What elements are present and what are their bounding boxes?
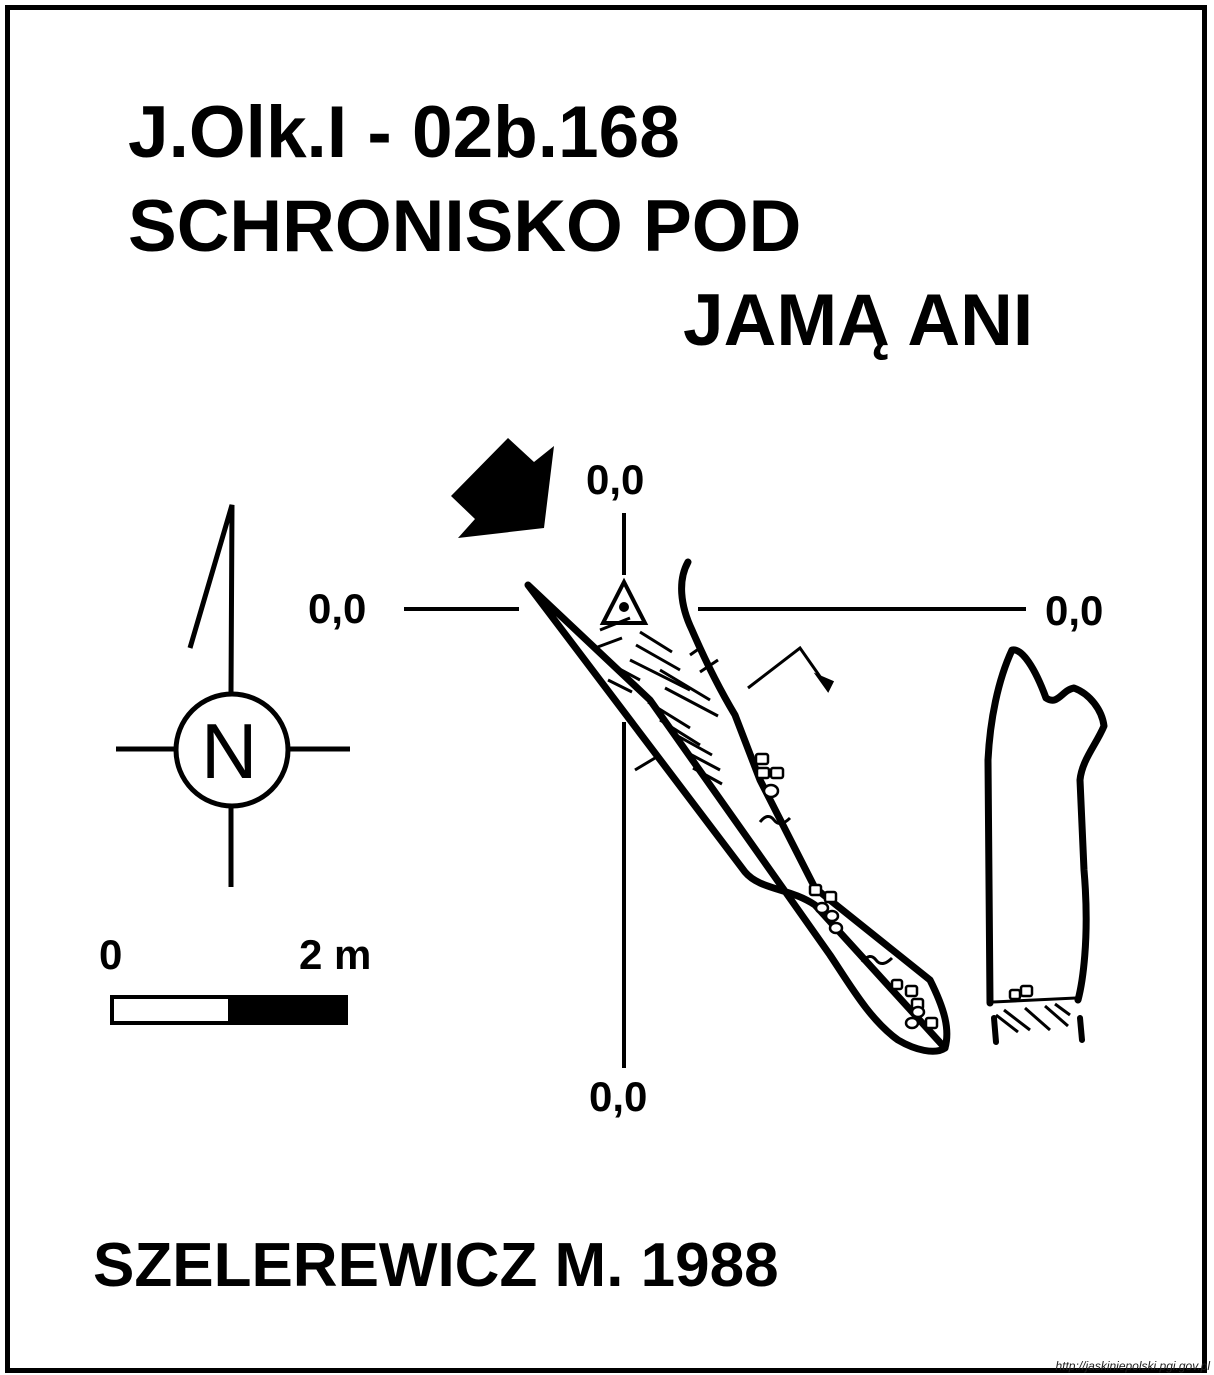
sediment-hatching: [594, 616, 723, 786]
map-frame: [5, 5, 1207, 1373]
cross-section-rubble: [1008, 984, 1034, 1001]
coordinate-left: 0,0: [308, 585, 367, 632]
coordinate-top: 0,0: [586, 456, 645, 503]
cross-section-floor: [992, 996, 1077, 1034]
scale-start-label: 0: [99, 931, 123, 978]
coordinate-right: 0,0: [1045, 587, 1104, 634]
cave-name-line-1: SCHRONISKO POD: [128, 186, 802, 267]
cave-code-title: J.Olk.I - 02b.168: [128, 92, 680, 173]
clay-symbols: [758, 815, 894, 965]
north-arrow-icon: [116, 504, 350, 887]
reference-lines: [404, 513, 1026, 1068]
section-cut-arrow: [747, 645, 835, 693]
author-credit: SZELEREWICZ M. 1988: [93, 1231, 779, 1300]
cave-plan-outline: [524, 558, 951, 1055]
entrance-arrow-icon: [451, 438, 554, 538]
cave-name-line-2: JAMĄ ANI: [683, 280, 1034, 361]
coordinate-bottom: 0,0: [589, 1073, 648, 1120]
north-label: N: [201, 707, 258, 795]
datum-point-icon: [599, 577, 649, 625]
scale-bar: [110, 995, 348, 1025]
rubble-symbols: [754, 752, 939, 1030]
cave-cross-section: [984, 646, 1108, 1007]
scale-end-label: 2 m: [299, 931, 372, 978]
source-url[interactable]: http://jaskiniepolski.pgi.gov.pl: [1055, 1359, 1210, 1373]
cross-section-walls-base: [991, 1015, 1085, 1045]
